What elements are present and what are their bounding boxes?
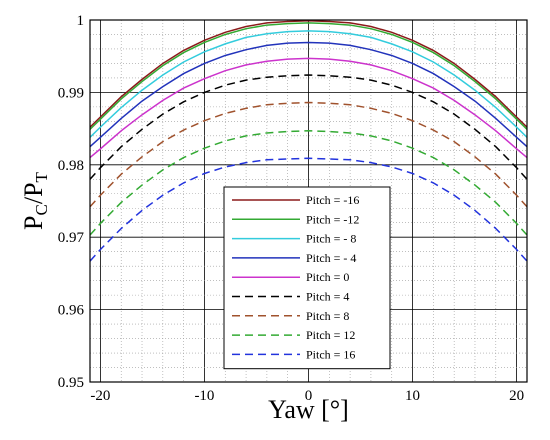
legend-entry: Pitch = - 8 — [306, 232, 356, 246]
series-line-4 — [89, 57, 528, 159]
x-tick-label: 0 — [305, 388, 313, 404]
x-tick-label: 10 — [405, 388, 420, 404]
legend: Pitch = -16 Pitch = -12 Pitch = - 8 Pitch =… — [223, 186, 391, 370]
y-axis-label-sep: /P — [19, 182, 48, 204]
x-axis-label: Yaw [°] — [268, 395, 349, 424]
plot-frame — [89, 19, 528, 383]
x-tick-label: -10 — [194, 388, 214, 404]
y-tick-label: 0.96 — [58, 303, 85, 319]
series-line-1 — [89, 22, 528, 130]
x-tick-label: 20 — [509, 388, 524, 404]
y-tick-label: 0.99 — [58, 85, 84, 101]
series-line-0 — [89, 19, 528, 128]
series-line-3 — [89, 41, 528, 148]
y-tick-label: 0.97 — [58, 230, 85, 246]
y-axis-label-sub1: C — [32, 204, 51, 215]
series-lines — [89, 19, 528, 262]
series-line-8 — [89, 157, 528, 262]
series-line-5 — [89, 74, 528, 180]
legend-entry: Pitch = 4 — [306, 290, 349, 304]
legend-entry: Pitch = 0 — [306, 270, 349, 284]
legend-entry: Pitch = -16 — [306, 193, 359, 207]
legend-entry: Pitch = -12 — [306, 212, 359, 226]
x-tick-label: -20 — [90, 388, 110, 404]
legend-entry: Pitch = 16 — [306, 347, 355, 361]
y-tick-label: 0.98 — [58, 158, 84, 174]
series-line-6 — [89, 101, 528, 208]
y-tick-label: 1 — [77, 13, 85, 29]
tick-labels: -20 -10 0 10 20 0.95 0.96 0.97 0.98 0.99 1 — [58, 13, 524, 404]
series-line-7 — [89, 130, 528, 236]
y-tick-label: 0.95 — [58, 375, 84, 391]
series-line-2 — [89, 30, 528, 138]
y-axis-label-sub2: T — [32, 171, 51, 182]
y-axis-label: PC/PT — [19, 171, 51, 230]
legend-entry: Pitch = - 4 — [306, 251, 356, 265]
y-axis-label-main: P — [19, 215, 48, 229]
legend-entry: Pitch = 8 — [306, 309, 349, 323]
legend-entry: Pitch = 12 — [306, 328, 355, 342]
